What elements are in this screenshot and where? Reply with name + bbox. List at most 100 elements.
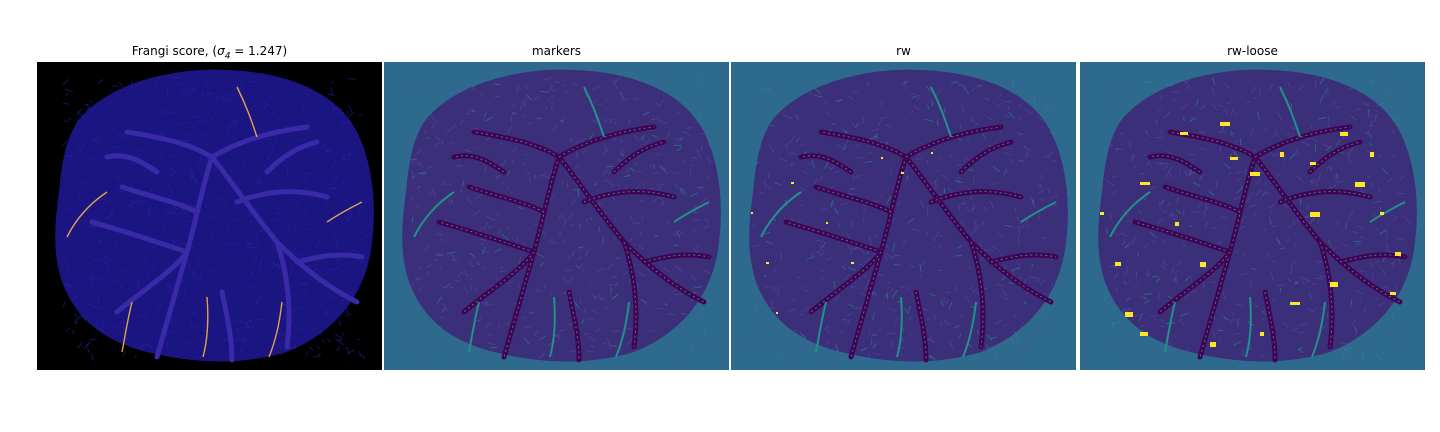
segmentation-accent: [1250, 172, 1260, 176]
vessel-edge: [1319, 241, 1333, 348]
segmentation-accent: [1210, 342, 1216, 347]
frangi-title-prefix: Frangi score, (: [131, 44, 218, 58]
vessel-edge: [905, 156, 1052, 303]
vessel-edge: [1339, 254, 1406, 263]
vessel-highlight: [66, 191, 108, 238]
panel-title-rw-loose: rw-loose: [1227, 44, 1278, 58]
retina-region: [55, 69, 374, 362]
vessel-edge: [960, 141, 1012, 173]
segmentation-accent: [1115, 262, 1121, 266]
vessel-edge: [970, 241, 984, 348]
segmentation-accent: [776, 312, 778, 314]
segmentation-accent: [751, 212, 753, 214]
texture-speckle: [62, 76, 369, 361]
vessel-highlight: [760, 191, 802, 238]
vessel-highlight: [413, 191, 455, 238]
vessel-edge: [820, 131, 907, 158]
vessel-highlight: [1020, 201, 1057, 223]
segmentation-accent: [1370, 152, 1374, 157]
segmentation-accent: [1310, 162, 1316, 165]
markers-image: [384, 62, 729, 370]
markers-svg: [384, 62, 729, 370]
vessel-edge: [1164, 186, 1241, 213]
vessel: [1132, 219, 1233, 255]
retina-region: [1098, 69, 1417, 362]
segmentation-accent: [1390, 292, 1396, 295]
vessel-edge: [815, 186, 892, 213]
vessel-edge: [468, 186, 545, 213]
vessel: [114, 249, 190, 315]
vessel-highlight: [326, 201, 363, 223]
segmentation-accent: [826, 222, 828, 224]
vessel-highlight: [896, 296, 903, 358]
vessel-edge: [800, 155, 852, 173]
vessel-highlight: [930, 86, 952, 138]
segmentation-accent: [1180, 132, 1188, 135]
vessel-highlight: [236, 86, 258, 138]
vessel-edge: [1254, 156, 1401, 303]
vessel-edge: [558, 126, 655, 158]
vessel-edge: [568, 291, 580, 361]
vessel-edge: [915, 291, 927, 361]
vessel-edge: [1199, 156, 1256, 358]
segmentation-accent: [1100, 212, 1104, 215]
vessel: [294, 252, 365, 265]
vessel-highlight: [1369, 201, 1406, 223]
vessel: [124, 129, 215, 160]
vessel-highlight: [202, 296, 209, 358]
segmentation-accent: [791, 182, 794, 184]
segmentation-accent: [1330, 282, 1338, 287]
vessel-edge: [463, 251, 535, 313]
segmentation-accent: [1230, 157, 1238, 160]
vessel-highlight: [1311, 301, 1326, 358]
rw-loose-image: [1080, 62, 1425, 370]
vessel-edge: [930, 191, 1022, 203]
vessel: [219, 289, 235, 363]
segmentation-accent: [1280, 152, 1284, 157]
vessel-highlight: [468, 301, 480, 353]
vessel-edge: [503, 156, 560, 358]
vessel-edge: [453, 155, 505, 173]
vessel-highlight: [962, 301, 977, 358]
segmentation-accent: [1340, 132, 1348, 136]
retina-region: [402, 69, 721, 362]
vessel: [119, 184, 200, 215]
vessel: [783, 219, 884, 255]
rw-svg: [731, 62, 1076, 370]
frangi-title-suffix: = 1.247): [230, 44, 288, 58]
vessel-edge: [990, 254, 1057, 263]
vessel-highlight: [615, 301, 630, 358]
vessel-highlight: [1279, 86, 1301, 138]
vessel-edge: [1149, 155, 1201, 173]
vessel-edge: [850, 156, 907, 358]
vessel-highlight: [673, 201, 710, 223]
panel-title-rw: rw: [896, 44, 911, 58]
vessel-edge: [1159, 251, 1231, 313]
rw-image: [731, 62, 1076, 370]
segmentation-accent: [1355, 182, 1365, 187]
vessel-highlight: [1109, 191, 1151, 238]
vessel: [209, 124, 310, 160]
vessel-highlight: [549, 296, 556, 358]
frangi-score-image: [37, 62, 382, 370]
segmentation-accent: [901, 172, 904, 174]
frangi-title-subscript: 4: [224, 51, 231, 62]
segmentation-accent: [1125, 312, 1133, 317]
vessel-highlight: [815, 301, 827, 353]
segmentation-accent: [881, 157, 883, 159]
vessel-highlight: [121, 301, 133, 353]
vessel: [436, 219, 537, 255]
segmentation-accent: [1290, 302, 1300, 305]
frangi-title-symbol: σ: [217, 44, 225, 58]
vessel-edge: [905, 126, 1002, 158]
vessel: [264, 139, 320, 175]
segmentation-accent: [1380, 212, 1384, 215]
vessel-edge: [1309, 141, 1361, 173]
segmentation-accent: [1175, 222, 1179, 226]
segmentation-accent: [766, 262, 769, 264]
vessel-highlight: [1164, 301, 1176, 353]
vessel-edge: [810, 251, 882, 313]
vessel-edge: [623, 241, 637, 348]
vessel-edge: [1279, 191, 1371, 203]
vessel-edge: [643, 254, 710, 263]
